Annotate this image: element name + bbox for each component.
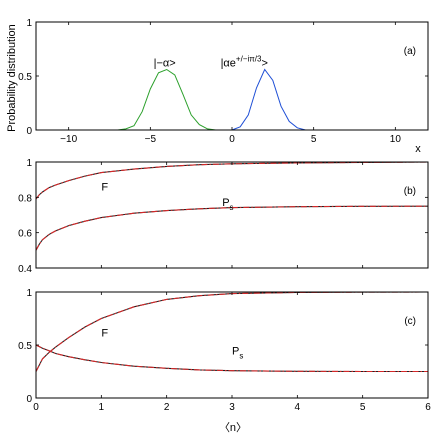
panel-b-frame xyxy=(35,161,429,269)
panel-c-series-f-line xyxy=(35,291,429,372)
annotation-text: F xyxy=(101,181,108,193)
panel-a-x-tick-label: 10 xyxy=(390,134,402,145)
panel-a-y-tick-label: 0 xyxy=(26,126,32,137)
panel-c-x-tick-label: 3 xyxy=(229,402,235,413)
annotation-text: |αe xyxy=(221,57,236,69)
panel-c-y-tick-label: 1 xyxy=(26,288,32,299)
panel-c-x-tick-label: 1 xyxy=(99,402,105,413)
y-axis-label-probability-distribution: Probability distribution xyxy=(6,24,18,132)
panel-a-series-1-line xyxy=(36,68,428,131)
panel-b-series-f-line xyxy=(35,161,429,200)
panel-b-annotation: Ps xyxy=(222,197,233,212)
panel-a-y-tick-label: 0.5 xyxy=(18,72,32,83)
annotation-text: F xyxy=(101,328,108,340)
panel-b-y-tick-label: 0.8 xyxy=(18,193,32,204)
panel-c-x-tick-label: 5 xyxy=(360,402,366,413)
panel-b-y-tick-label: 1 xyxy=(26,158,32,169)
annotation-text: P xyxy=(232,346,239,358)
panel-c: 0 1 2 3 4 5 6 0 0.5 1 (c) F Ps xyxy=(18,288,431,413)
panel-a-annotation: |−α> xyxy=(154,57,176,69)
panel-a-y-tick-label: 1 xyxy=(26,18,32,29)
panel-b-label: (b) xyxy=(404,186,416,197)
x-axis-label-x: x xyxy=(415,143,421,155)
panel-a-x-tick-label: 5 xyxy=(311,134,317,145)
panel-b-y-tick-label: 0.6 xyxy=(18,229,32,240)
panel-a-label: (a) xyxy=(404,46,416,57)
panel-b-y-tick-label: 0.4 xyxy=(18,264,32,275)
panel-b-series-f-line-dashdot xyxy=(35,161,429,200)
panel-c-annotation: Ps xyxy=(232,346,243,361)
panel-a-frame xyxy=(35,21,429,131)
panel-b: 0.4 0.6 0.8 1 (b) F Ps xyxy=(18,158,429,275)
panel-c-y-tick-label: 0 xyxy=(26,394,32,405)
panel-c-annotation: F xyxy=(101,328,108,340)
panel-a-x-tick-label: −5 xyxy=(145,134,157,145)
panel-c-x-tick-label: 2 xyxy=(164,402,170,413)
panel-a-x-tick-label: 0 xyxy=(229,134,235,145)
annotation-suffix: > xyxy=(261,57,267,69)
panel-a-annotation: |αe+/−iπ/3> xyxy=(221,54,268,69)
annotation-subscript: s xyxy=(239,352,243,361)
annotation-subscript: s xyxy=(230,203,234,212)
panel-b-series-p-s-line-dashdot xyxy=(35,205,429,251)
panel-b-series-p-s-line xyxy=(35,205,429,251)
panel-c-x-tick-label: 0 xyxy=(33,402,39,413)
panel-a-x-tick-label: −10 xyxy=(60,134,77,145)
panel-c-series-f-line-dashdot xyxy=(35,291,429,372)
panel-a-series-0-line xyxy=(36,68,428,131)
x-axis-label-n: 〈n〉 xyxy=(219,421,247,434)
panel-c-x-tick-label: 4 xyxy=(295,402,301,413)
panel-c-label: (c) xyxy=(404,316,416,327)
panel-b-annotation: F xyxy=(101,181,108,193)
panel-c-x-tick-label: 6 xyxy=(425,402,431,413)
annotation-text: |−α> xyxy=(154,57,176,69)
panel-a: −10 −5 0 5 10 0 0.5 1 (a) |−α> |αe+/−iπ/3> xyxy=(18,18,429,145)
panel-c-series-p-s-line-dashdot xyxy=(35,344,428,373)
annotation-text: P xyxy=(222,197,229,209)
panel-c-y-tick-label: 0.5 xyxy=(18,341,32,352)
annotation-superscript: +/−iπ/3 xyxy=(236,54,262,63)
